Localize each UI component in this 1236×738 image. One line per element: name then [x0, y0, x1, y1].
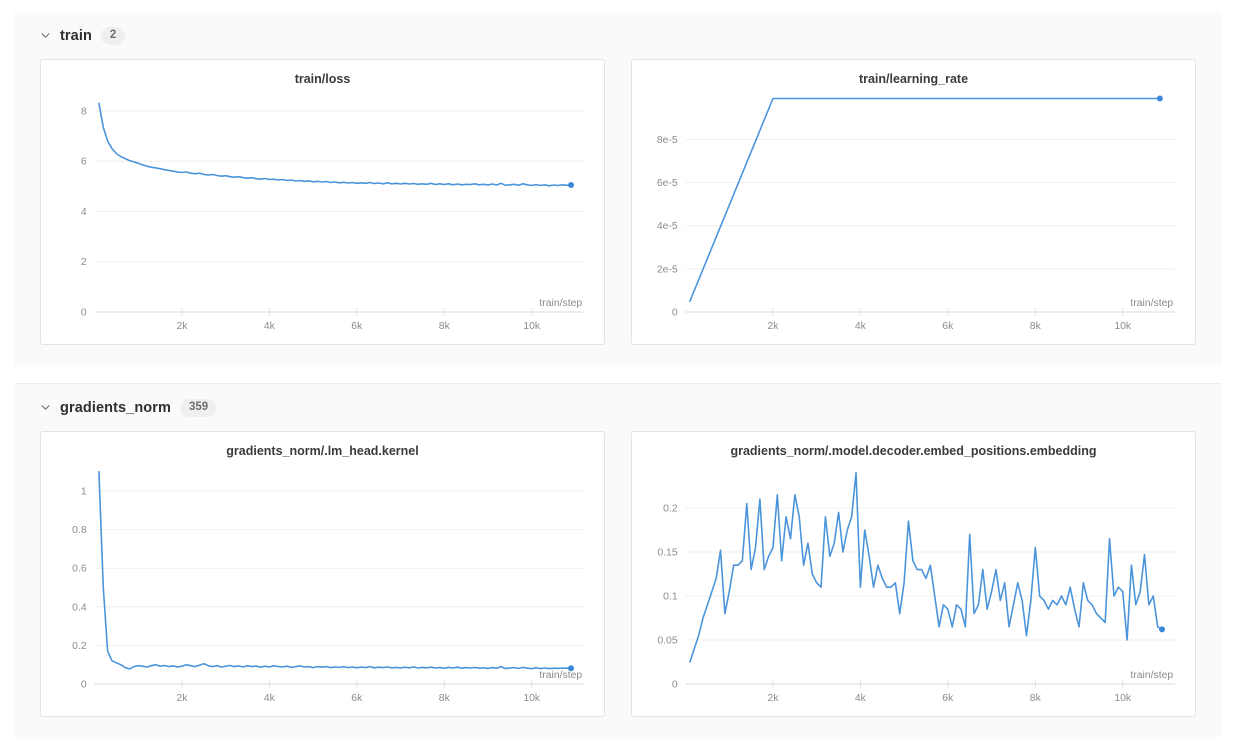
section-train: train 2 train/loss 0 2 4 6 8 2k 4k 6k 8k 10k train…: [14, 12, 1222, 365]
svg-text:2k: 2k: [176, 321, 188, 332]
section-count-badge: 2: [100, 27, 126, 45]
svg-text:0: 0: [81, 679, 87, 690]
svg-text:0: 0: [672, 307, 678, 318]
chart-title: gradients_norm/.model.decoder.embed_posi…: [730, 443, 1097, 458]
svg-text:8k: 8k: [439, 693, 451, 704]
svg-text:4: 4: [81, 207, 87, 218]
line-chart-learning-rate[interactable]: 0 2e-5 4e-5 6e-5 8e-5 2k 4k 6k 8k 10k train/step: [636, 86, 1191, 342]
svg-text:8k: 8k: [1030, 321, 1042, 332]
chart-card-embed-positions: gradients_norm/.model.decoder.embed_posi…: [631, 430, 1196, 717]
chevron-down-icon[interactable]: [40, 30, 51, 41]
chart-card-lm-head-kernel: gradients_norm/.lm_head.kernel 0 0.2 0.4 0.…: [40, 430, 605, 717]
section-title: train: [60, 27, 92, 44]
chart-title: train/learning_rate: [858, 71, 969, 86]
line-chart-train-loss[interactable]: 0 2 4 6 8 2k 4k 6k 8k 10k train/step: [45, 86, 600, 342]
svg-text:8: 8: [81, 106, 87, 117]
svg-text:4k: 4k: [855, 321, 867, 332]
svg-text:1: 1: [81, 486, 87, 497]
svg-text:6: 6: [81, 156, 87, 167]
charts-row: gradients_norm/.lm_head.kernel 0 0.2 0.4 0.…: [40, 430, 1196, 717]
svg-text:10k: 10k: [523, 321, 541, 332]
svg-text:6k: 6k: [351, 321, 363, 332]
svg-text:4k: 4k: [855, 693, 867, 704]
line-chart-embed-positions[interactable]: 0 0.05 0.1 0.15 0.2 2k 4k 6k 8k 10k train/step: [636, 458, 1191, 714]
line-chart-lm-head-kernel[interactable]: 0 0.2 0.4 0.6 0.8 1 2k 4k 6k 8k 10k train/step: [45, 458, 600, 714]
chevron-down-icon[interactable]: [40, 402, 51, 413]
svg-text:0.2: 0.2: [663, 503, 678, 514]
svg-text:0.8: 0.8: [72, 525, 87, 536]
svg-text:0.4: 0.4: [72, 602, 87, 613]
svg-text:0.2: 0.2: [72, 640, 87, 651]
section-count-badge: 359: [179, 398, 218, 417]
svg-text:6k: 6k: [942, 321, 954, 332]
svg-text:2e-5: 2e-5: [657, 264, 678, 275]
svg-text:train/step: train/step: [1130, 670, 1173, 681]
svg-text:2k: 2k: [767, 321, 779, 332]
svg-text:0.1: 0.1: [663, 591, 678, 602]
section-gradients-header[interactable]: gradients_norm 359: [40, 398, 1196, 417]
chart-title: gradients_norm/.lm_head.kernel: [226, 443, 419, 458]
section-gradients-norm: gradients_norm 359 gradients_norm/.lm_he…: [14, 382, 1222, 737]
section-train-header[interactable]: train 2: [40, 27, 1196, 45]
svg-text:2k: 2k: [767, 693, 779, 704]
svg-text:2k: 2k: [176, 693, 188, 704]
svg-text:8k: 8k: [1030, 693, 1042, 704]
chart-card-learning-rate: train/learning_rate 0 2e-5 4e-5 6e-5 8e-5 2k 4…: [631, 58, 1196, 345]
chart-card-train-loss: train/loss 0 2 4 6 8 2k 4k 6k 8k 10k train/step: [40, 58, 605, 345]
svg-text:6k: 6k: [942, 693, 954, 704]
svg-text:0: 0: [81, 307, 87, 318]
svg-text:0.15: 0.15: [657, 547, 677, 558]
svg-text:2: 2: [81, 257, 87, 268]
svg-text:0.05: 0.05: [657, 635, 677, 646]
svg-text:4k: 4k: [264, 693, 276, 704]
section-title: gradients_norm: [60, 399, 171, 416]
charts-row: train/loss 0 2 4 6 8 2k 4k 6k 8k 10k train/step tr…: [40, 58, 1196, 345]
chart-title: train/loss: [294, 71, 351, 86]
svg-text:10k: 10k: [523, 693, 541, 704]
svg-text:0: 0: [672, 679, 678, 690]
svg-text:train/step: train/step: [539, 298, 582, 309]
svg-text:train/step: train/step: [1130, 298, 1173, 309]
svg-text:6e-5: 6e-5: [657, 178, 678, 189]
svg-text:8e-5: 8e-5: [657, 135, 678, 146]
svg-text:0.6: 0.6: [72, 563, 87, 574]
svg-text:4e-5: 4e-5: [657, 221, 678, 232]
svg-text:10k: 10k: [1114, 693, 1132, 704]
svg-text:10k: 10k: [1114, 321, 1132, 332]
svg-text:train/step: train/step: [539, 670, 582, 681]
svg-text:6k: 6k: [351, 693, 363, 704]
svg-text:8k: 8k: [439, 321, 451, 332]
svg-text:4k: 4k: [264, 321, 276, 332]
